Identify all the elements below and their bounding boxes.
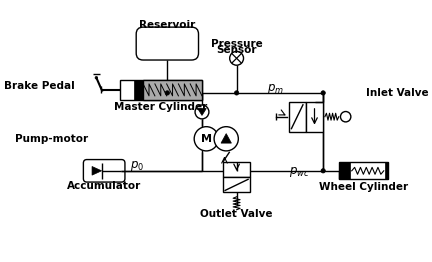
Bar <box>223 162 251 177</box>
Text: Master Cylinder: Master Cylinder <box>114 102 207 112</box>
Text: Outlet Valve: Outlet Valve <box>200 209 273 219</box>
Text: $p_{m}$: $p_{m}$ <box>267 81 284 96</box>
Polygon shape <box>92 166 102 175</box>
Text: Accumulator: Accumulator <box>67 181 141 192</box>
Text: M: M <box>201 134 212 144</box>
Circle shape <box>214 127 238 151</box>
FancyBboxPatch shape <box>83 160 125 182</box>
Circle shape <box>340 112 351 122</box>
Text: Pressure: Pressure <box>211 39 263 48</box>
Circle shape <box>95 77 98 79</box>
Text: Sensor: Sensor <box>216 45 257 55</box>
Bar <box>133 80 143 100</box>
Text: $p_0$: $p_0$ <box>130 160 144 173</box>
Circle shape <box>195 105 209 119</box>
Bar <box>289 102 306 132</box>
Text: Reservoir: Reservoir <box>139 20 195 30</box>
Text: Wheel Cylinder: Wheel Cylinder <box>319 182 408 192</box>
Bar <box>385 162 388 179</box>
Text: Pump-motor: Pump-motor <box>15 134 88 144</box>
Bar <box>120 80 202 100</box>
Text: Brake Pedal: Brake Pedal <box>4 80 75 91</box>
Bar <box>223 177 251 193</box>
Circle shape <box>321 169 325 173</box>
Circle shape <box>165 91 169 95</box>
Bar <box>143 80 202 100</box>
Circle shape <box>230 51 244 65</box>
Bar <box>306 102 323 132</box>
FancyBboxPatch shape <box>136 27 199 60</box>
Polygon shape <box>221 134 232 143</box>
Bar <box>339 162 388 179</box>
Circle shape <box>194 127 219 151</box>
Polygon shape <box>198 108 206 116</box>
Text: $p_{wc}$: $p_{wc}$ <box>289 165 309 179</box>
Circle shape <box>321 91 325 95</box>
Bar <box>339 162 350 179</box>
Circle shape <box>235 91 239 95</box>
Text: Inlet Valve: Inlet Valve <box>366 88 429 98</box>
